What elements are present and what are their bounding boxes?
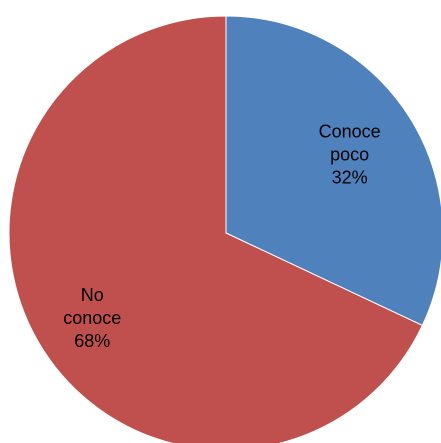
pie-slice-label-line: poco [330,145,369,165]
pie-slice-label-line: Conoce [319,122,381,142]
pie-slice-label-line: 68% [74,331,110,351]
pie-slice-label-line: 32% [332,168,368,188]
pie-slice-no-conoce [8,15,424,443]
pie-slice-label-line: No [81,285,104,305]
pie-slice-conoce-poco [225,15,441,327]
pie-slice-label-no-conoce: No conoce 68% [63,285,121,351]
pie-slice-label-line: conoce [63,308,121,328]
pie-slice-label-conoce-poco: Conoce poco 32% [319,122,381,188]
